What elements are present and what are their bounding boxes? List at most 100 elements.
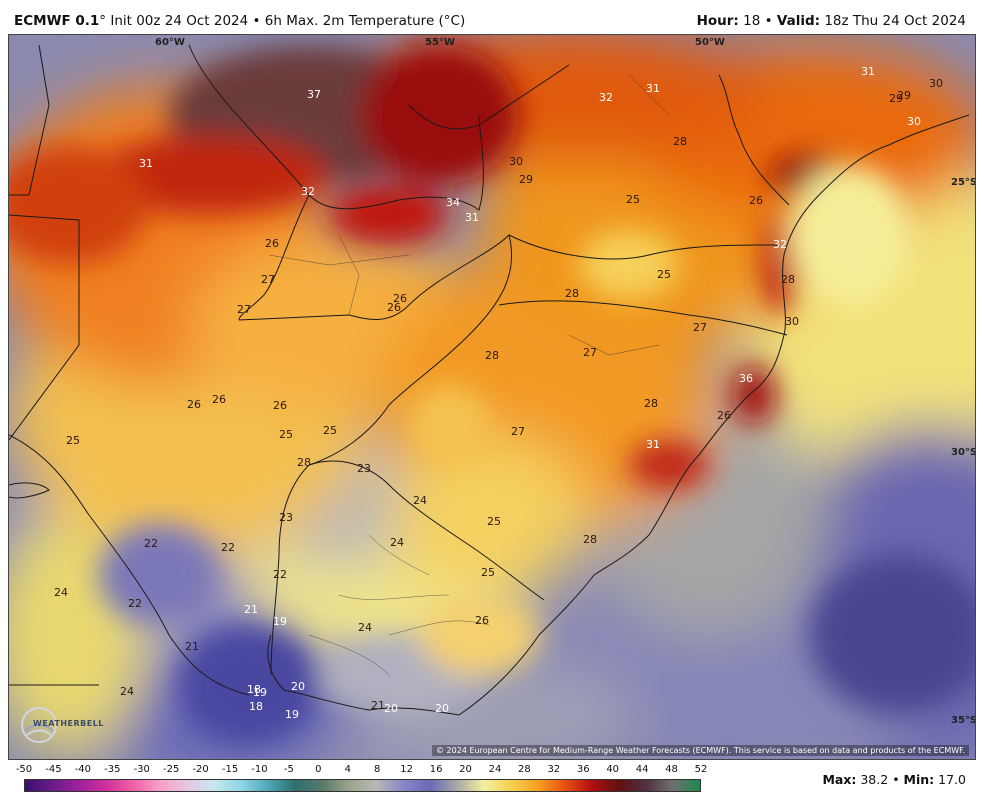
- temperature-value: 28: [485, 349, 499, 362]
- temperature-value: 19: [273, 615, 287, 628]
- temperature-value: 27: [693, 321, 707, 334]
- colorbar: [24, 779, 701, 792]
- borders: [9, 44, 970, 716]
- colorbar-tick: -50: [15, 764, 33, 775]
- temperature-value: 31: [646, 82, 660, 95]
- temperature-value: 24: [413, 494, 427, 507]
- temperature-value: 31: [139, 157, 153, 170]
- temperature-map[interactable]: 60°W 55°W 50°W 25°S 30°S 35°S 37 32 31 31 29…: [8, 34, 976, 760]
- temperature-value: 28: [781, 273, 795, 286]
- weatherbell-logo: WEATHERBELL: [19, 705, 109, 745]
- colorbar-tick: -30: [133, 764, 150, 775]
- temperature-value: 23: [279, 511, 293, 524]
- temperature-value: 25: [487, 515, 501, 528]
- lat-label-25s: 25°S: [951, 177, 976, 188]
- temperature-value: 19: [285, 708, 299, 721]
- temperature-value: 29: [519, 173, 533, 186]
- temperature-value: 27: [511, 425, 525, 438]
- temperature-value: 22: [273, 568, 287, 581]
- temperature-value: 26: [265, 237, 279, 250]
- colorbar-legend: -50 -45 -40 -35 -30 -25 -20 -15 -10 -5 0 4 8 12 16 20 24…: [14, 764, 714, 804]
- weatherbell-logo-icon: [21, 707, 57, 743]
- colorbar-tick: 32: [547, 764, 561, 775]
- temperature-value: 26: [387, 301, 401, 314]
- colorbar-tick: 16: [429, 764, 443, 775]
- max-label: Max:: [822, 772, 857, 787]
- logo-text: WEATHERBELL: [33, 719, 104, 728]
- colorbar-tick: 48: [665, 764, 678, 775]
- valid-value: 18z Thu 24 Oct 2024: [824, 13, 966, 29]
- valid-time: Hour: 18 • Valid: 18z Thu 24 Oct 2024: [697, 13, 966, 29]
- temperature-value: 27: [583, 346, 597, 359]
- temperature-value: 36: [739, 372, 753, 385]
- colorbar-tick: -35: [104, 764, 121, 775]
- temperature-value: 31: [646, 438, 660, 451]
- separator: •: [764, 13, 773, 29]
- credit-text: © 2024 European Centre for Medium-Range …: [432, 745, 969, 756]
- temperature-value: 28: [297, 456, 311, 469]
- temperature-value: 28: [565, 287, 579, 300]
- colorbar-tick: -10: [251, 764, 268, 775]
- colorbar-tick: 8: [374, 764, 381, 775]
- temperature-value: 23: [357, 462, 371, 475]
- temperature-value: 26: [393, 292, 407, 305]
- temperature-value: 24: [358, 621, 372, 634]
- temperature-value: 19: [253, 686, 267, 699]
- map-title: ECMWF 0.1° Init 00z 24 Oct 2024 • 6h Max…: [14, 13, 465, 29]
- colorbar-tick: 20: [459, 764, 472, 775]
- temperature-value: 31: [861, 65, 875, 78]
- temperature-value: 30: [509, 155, 523, 168]
- colorbar-tick: 40: [606, 764, 620, 775]
- temperature-value: 30: [929, 77, 943, 90]
- temperature-value: 29: [889, 92, 903, 105]
- colorbar-tick: 44: [635, 764, 649, 775]
- temperature-value: 25: [626, 193, 640, 206]
- temperature-value: 26: [749, 194, 763, 207]
- map-canvas: 60°W 55°W 50°W 25°S 30°S 35°S 37 32 31 31 29…: [9, 35, 976, 759]
- temperature-value: 27: [261, 273, 275, 286]
- temperature-value: 32: [301, 185, 315, 198]
- temperature-value: 25: [323, 424, 337, 437]
- temperature-value: 26: [212, 393, 226, 406]
- temperature-value: 20: [291, 680, 305, 693]
- colorbar-tick: 28: [518, 764, 531, 775]
- temperature-value: 32: [773, 238, 787, 251]
- temperature-value: 25: [279, 428, 293, 441]
- temperature-value: 32: [599, 91, 613, 104]
- temperature-value: 26: [273, 399, 287, 412]
- temperature-value: 28: [583, 533, 597, 546]
- temperature-value: 20: [435, 702, 449, 715]
- colorbar-tick: 36: [576, 764, 590, 775]
- title-details: ° Init 00z 24 Oct 2024 • 6h Max. 2m Temp…: [99, 13, 466, 29]
- lat-label-30s: 30°S: [951, 447, 976, 458]
- colorbar-ticks: -50 -45 -40 -35 -30 -25 -20 -15 -10 -5 0 4 8 12 16 20 24…: [14, 764, 714, 778]
- temperature-value: 25: [657, 268, 671, 281]
- lon-label-60w: 60°W: [155, 37, 185, 48]
- max-value: 38.2: [860, 772, 889, 787]
- colorbar-tick: -20: [192, 764, 209, 775]
- colorbar-tick: -40: [74, 764, 92, 775]
- temperature-value: 26: [187, 398, 201, 411]
- colorbar-tick: 52: [694, 764, 708, 775]
- temperature-value: 24: [120, 685, 134, 698]
- temperature-value: 30: [785, 315, 799, 328]
- temperature-value: 22: [144, 537, 158, 550]
- temperature-value: 22: [128, 597, 142, 610]
- colorbar-tick: 12: [400, 764, 414, 775]
- temperature-value: 31: [465, 211, 479, 224]
- colorbar-tick: 24: [488, 764, 502, 775]
- valid-label: Valid:: [776, 13, 821, 29]
- temperature-value: 34: [446, 196, 460, 209]
- max-min-summary: Max: 38.2 • Min: 17.0: [822, 772, 966, 787]
- colorbar-tick: -25: [163, 764, 180, 775]
- header-bar: ECMWF 0.1° Init 00z 24 Oct 2024 • 6h Max…: [0, 0, 984, 34]
- lat-label-35s: 35°S: [951, 715, 976, 726]
- temperature-value: 30: [907, 115, 921, 128]
- temperature-value: 24: [390, 536, 404, 549]
- temperature-value: 18: [249, 700, 263, 713]
- hour-label: Hour:: [696, 13, 739, 29]
- temperature-value: 21: [185, 640, 199, 653]
- temperature-value: 22: [221, 541, 235, 554]
- min-value: 17.0: [938, 772, 966, 787]
